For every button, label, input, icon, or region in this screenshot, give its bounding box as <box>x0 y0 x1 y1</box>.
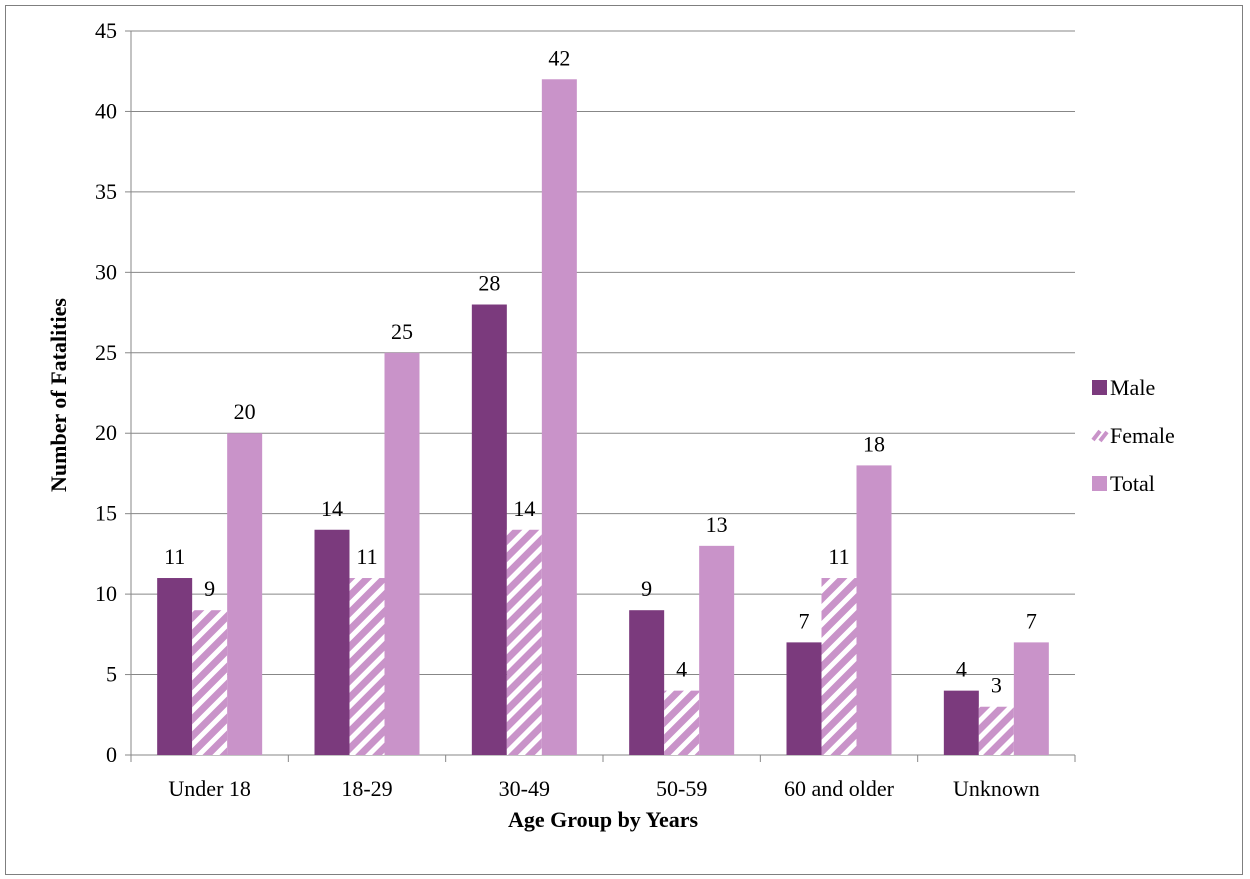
y-tick-label: 45 <box>95 18 117 43</box>
data-label: 13 <box>706 512 728 537</box>
x-tick-label: 50-59 <box>656 776 707 801</box>
legend-label-male: Male <box>1110 375 1155 400</box>
chart-frame <box>5 5 1243 875</box>
bar-total <box>384 352 420 755</box>
data-label: 42 <box>548 45 570 70</box>
data-label: 4 <box>676 657 687 682</box>
data-label: 7 <box>1026 608 1037 633</box>
bar-male <box>943 690 979 755</box>
bars <box>157 79 1049 756</box>
y-tick-label: 30 <box>95 259 117 284</box>
bar-male <box>629 610 665 755</box>
data-label: 14 <box>321 496 343 521</box>
bar-female <box>506 529 542 755</box>
bar-female <box>192 610 228 755</box>
y-tick-label: 10 <box>95 581 117 606</box>
bar-female <box>349 578 385 755</box>
data-label: 9 <box>641 576 652 601</box>
y-axis-title: Number of Fatalities <box>46 298 71 492</box>
bar-male <box>314 529 350 755</box>
bar-male <box>786 642 822 755</box>
y-tick-label: 5 <box>106 662 117 687</box>
bar-male <box>471 304 507 755</box>
y-tick-label: 20 <box>95 420 117 445</box>
legend-stripe <box>1098 430 1109 443</box>
x-axis-title: Age Group by Years <box>508 807 699 832</box>
data-label: 28 <box>478 271 500 296</box>
data-label: 11 <box>828 544 849 569</box>
y-tick-label: 40 <box>95 98 117 123</box>
legend-swatch-male <box>1092 380 1107 395</box>
data-label: 11 <box>164 544 185 569</box>
axes <box>125 30 1076 762</box>
x-tick-label: Unknown <box>953 776 1040 801</box>
y-tick-label: 15 <box>95 501 117 526</box>
data-label: 18 <box>863 431 885 456</box>
legend-label-female: Female <box>1110 423 1175 448</box>
legend-swatch-female <box>1091 429 1109 443</box>
legend-stripe <box>1091 429 1102 442</box>
data-label: 20 <box>234 399 256 424</box>
data-label: 3 <box>991 673 1002 698</box>
bar-total <box>1013 642 1049 755</box>
bar-total <box>856 465 892 755</box>
legend-swatch-total <box>1092 476 1107 491</box>
bar-female <box>821 578 857 755</box>
legend: Male Female Total <box>1091 375 1175 496</box>
x-tick-label: 60 and older <box>784 776 895 801</box>
bar-female <box>664 690 700 755</box>
legend-label-total: Total <box>1110 471 1155 496</box>
tick-labels: 0 5 10 15 20 25 30 35 40 45 Under 18 18-29 30-49 50-5… <box>95 18 1040 801</box>
bar-female <box>978 706 1014 755</box>
y-tick-label: 35 <box>95 179 117 204</box>
x-tick-label: 30-49 <box>499 776 550 801</box>
bar-total <box>541 79 577 756</box>
data-label: 9 <box>204 576 215 601</box>
data-label: 7 <box>799 608 810 633</box>
x-tick-label: 18-29 <box>341 776 392 801</box>
data-label: 11 <box>356 544 377 569</box>
bar-total <box>227 433 263 755</box>
bar-male <box>157 578 193 755</box>
data-label: 14 <box>513 496 535 521</box>
y-tick-label: 25 <box>95 340 117 365</box>
bar-total <box>699 545 735 755</box>
gridlines <box>131 30 1075 676</box>
data-label: 4 <box>956 657 967 682</box>
y-tick-label: 0 <box>106 742 117 767</box>
x-tick-label: Under 18 <box>168 776 250 801</box>
data-label: 25 <box>391 319 413 344</box>
